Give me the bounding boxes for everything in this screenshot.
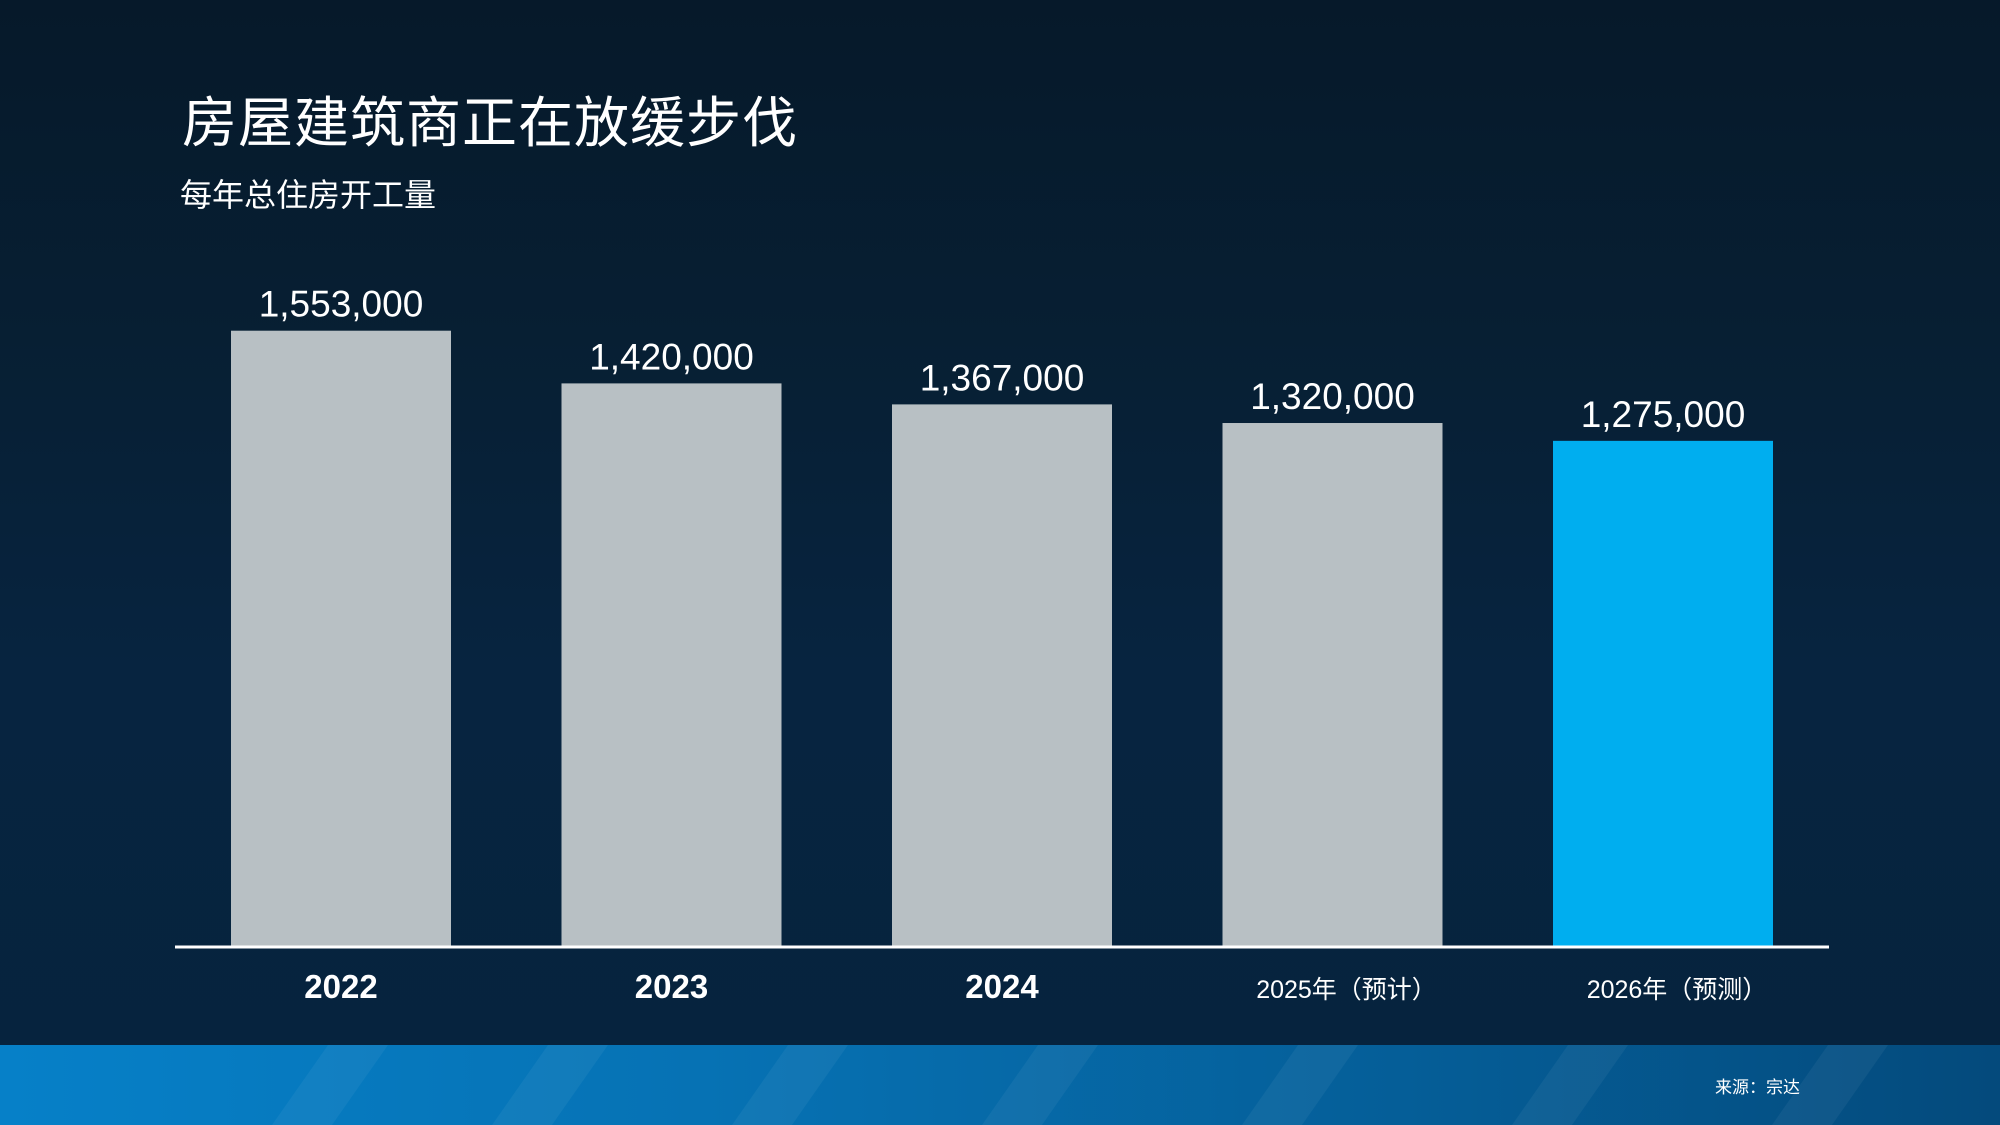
- source-note: 来源：宗达: [1715, 1078, 1800, 1098]
- data-label-4: 1,275,000: [1581, 394, 1746, 435]
- data-label-2: 1,367,000: [920, 357, 1085, 398]
- x-tick-label-4: 2026年（预测）: [1587, 976, 1768, 1004]
- x-tick-label-0: 2022: [304, 968, 377, 1005]
- bar-2: [892, 404, 1112, 947]
- data-label-3: 1,320,000: [1250, 376, 1415, 417]
- x-tick-label-2: 2024: [965, 968, 1039, 1005]
- data-label-0: 1,553,000: [259, 284, 424, 325]
- chart-subtitle: 每年总住房开工量: [180, 176, 437, 214]
- x-tick-label-3: 2025年（预计）: [1256, 976, 1437, 1004]
- bar-0: [231, 330, 451, 946]
- footer-band: 来源：宗达: [0, 1045, 2000, 1125]
- bar-chart: 1,553,000 2022 1,420,000 2023 1,367,000 2024 1…: [175, 284, 1829, 1005]
- bar-1: [561, 383, 782, 946]
- bar-4: [1553, 440, 1773, 946]
- bar-3: [1222, 423, 1443, 946]
- chart-title: 房屋建筑商正在放缓步伐: [182, 91, 799, 155]
- data-label-1: 1,420,000: [589, 336, 754, 377]
- x-tick-label-1: 2023: [635, 968, 708, 1005]
